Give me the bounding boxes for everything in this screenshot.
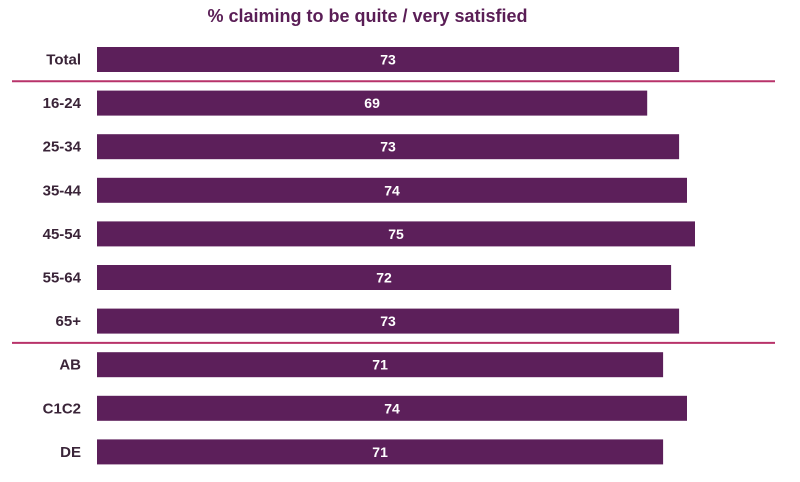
bar-row-de: DE 71 <box>60 439 664 465</box>
bar-row-ab: AB 71 <box>59 352 664 378</box>
bar-row-total: Total 73 <box>46 47 680 72</box>
value-label: 73 <box>380 52 396 68</box>
bar-65+ <box>97 308 680 334</box>
category-label: C1C2 <box>43 400 81 417</box>
bar-35-44 <box>97 177 687 203</box>
bar-row-35-44: 35-44 74 <box>43 177 687 203</box>
bar-row-45-54: 45-54 75 <box>43 221 695 247</box>
value-label: 71 <box>372 444 388 460</box>
category-label: 45-54 <box>43 226 82 243</box>
value-label: 73 <box>380 313 396 329</box>
value-label: 72 <box>376 270 392 286</box>
category-label: 16-24 <box>43 95 82 112</box>
bar-row-16-24: 16-24 69 <box>43 90 648 116</box>
category-label: 55-64 <box>43 270 82 287</box>
bar-row-55-64: 55-64 72 <box>43 265 672 290</box>
bar-row-25-34: 25-34 73 <box>43 134 680 160</box>
value-label: 75 <box>388 226 404 242</box>
chart-title: % claiming to be quite / very satisfied <box>207 6 528 26</box>
category-label: Total <box>46 52 81 69</box>
bar-ab <box>97 352 664 378</box>
bar-45-54 <box>97 221 695 247</box>
bar-c1c2 <box>97 395 687 421</box>
value-label: 74 <box>384 400 400 416</box>
value-label: 71 <box>372 357 388 373</box>
value-label: 73 <box>380 139 396 155</box>
bar-16-24 <box>97 90 648 116</box>
value-label: 69 <box>364 95 380 111</box>
category-label: AB <box>59 357 81 374</box>
bar-row-c1c2: C1C2 74 <box>43 395 687 421</box>
value-label: 74 <box>384 182 400 198</box>
bar-total <box>97 47 680 72</box>
category-label: 35-44 <box>43 182 82 199</box>
bar-de <box>97 439 664 465</box>
bar-row-65+: 65+ 73 <box>56 308 680 334</box>
category-label: 25-34 <box>43 139 82 156</box>
bar-25-34 <box>97 134 680 160</box>
bar-55-64 <box>97 265 672 290</box>
category-label: DE <box>60 444 81 461</box>
category-label: 65+ <box>56 313 82 330</box>
